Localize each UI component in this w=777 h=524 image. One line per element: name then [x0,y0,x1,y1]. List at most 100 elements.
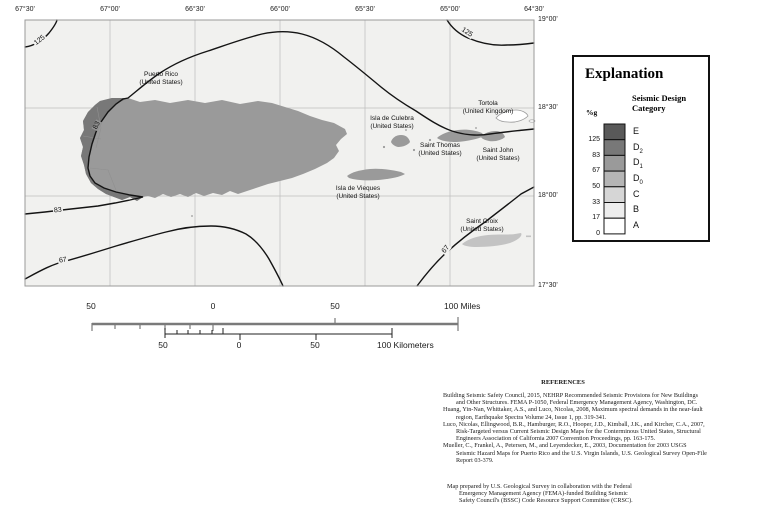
legend-color-ramp [603,123,626,235]
place-territory: (United States) [418,149,462,157]
credit-block: Map prepared by U.S. Geological Survey i… [447,483,633,505]
lon-label-6700: 67°00' [100,6,120,13]
place-label-vieques: Isla de Vieques (United States) [313,185,403,200]
km-label-50-left: 50 [158,340,168,350]
legend-value-17: 17 [592,214,600,221]
isla-de-culebra-shape [391,135,410,147]
reference-line: Building Seismic Safety Council, 2015, N… [443,392,698,399]
miles-label-100: 100 Miles [444,301,481,311]
reference-line: Report 03-379. [456,456,494,464]
reference-line: Mueller, C., Frankel, A., Petersen, M., … [443,442,687,450]
place-name: Saint John [482,147,514,154]
legend-value-33: 33 [592,198,600,206]
seismic-contours [24,19,535,287]
contour-67-southwest [24,225,284,287]
place-territory: (United Kingdom) [462,107,514,115]
lon-label-6730: 67°30' [15,6,35,13]
place-name: Saint Croix [466,218,498,225]
reference-line: and Other Structures. FEMA P-1050, Feder… [456,399,698,407]
reference-line: Luco, Nicolas, Ellingwood, B.R., Hamburg… [443,420,705,428]
legend-category-D1: D1 [633,157,643,170]
small-islets [191,127,477,217]
lon-label-6430: 64°30' [524,6,544,13]
legend-swatch-C [603,186,626,203]
miles-label-0: 0 [210,301,216,311]
place-label-saint-croix: Saint Croix (United States) [437,218,527,233]
legend-value-0: 0 [596,230,600,237]
place-label-saint-thomas: Saint Thomas (United States) [395,142,485,157]
lon-label-6500: 65°00' [440,6,460,13]
place-name: Saint Thomas [420,142,460,149]
contour-label-83-south: 83 [52,206,64,215]
lon-label-6600: 66°00' [270,6,290,13]
credit-line: Safety Council's (BSSC) Code Resource Su… [459,497,633,505]
map-frame [24,19,535,287]
legend-category-A: A [633,220,640,230]
legend-unit-label: %g [586,108,598,117]
legend-header-line1: Seismic Design [632,93,687,103]
legend-value-67: 67 [592,167,600,174]
references-block: Building Seismic Safety Council, 2015, N… [443,392,707,464]
km-label-50-right: 50 [310,340,320,350]
place-name: Puerto Rico [144,71,178,78]
miles-label-50-right: 50 [330,301,340,311]
credit-line: Emergency Management Agency (FEMA)-funde… [459,490,628,498]
lon-label-6530: 65°30' [355,6,375,13]
legend-category-B: B [633,204,640,214]
saint-croix-shape [462,233,522,247]
place-territory: (United States) [476,154,520,162]
reference-line: Risk-Targeted versus Current Seismic Des… [456,428,701,436]
contour-67-southeast [416,186,535,287]
legend-swatch-B [603,202,626,219]
puerto-rico-shape [80,98,347,201]
lon-label-6630: 66°30' [185,6,205,13]
place-name: Isla de Vieques [335,185,381,192]
place-name: Isla de Culebra [370,115,414,122]
legend-category-C: C [633,188,640,199]
saint-john-shape [481,131,505,142]
legend-swatch-E [603,123,626,141]
saint-thomas-shape [437,129,484,142]
place-label-puerto-rico: Puerto Rico (United States) [116,71,206,86]
reference-line: Seismic Hazard Maps for Puerto Rico and … [456,449,707,457]
contour-83 [24,31,535,215]
lat-label-1830: 18°30' [538,104,558,111]
place-label-tortola: Tortola (United Kingdom) [443,100,533,115]
municipal-boundaries [82,106,117,191]
place-label-culebra: Isla de Culebra (United States) [347,115,437,130]
contour-125-northeast [446,19,535,46]
legend-category-D0: D0 [633,173,643,186]
place-territory: (United States) [336,192,380,200]
place-territory: (United States) [370,122,414,130]
isla-de-vieques-shape [347,168,405,181]
miles-label-50-left: 50 [86,301,96,311]
km-label-0: 0 [236,340,242,350]
lat-label-1900: 19°00' [538,16,558,23]
credit-line: Map prepared by U.S. Geological Survey i… [447,483,632,490]
legend-value-125: 125 [588,136,600,143]
contour-125-northwest [24,19,58,48]
reference-line: Engineers Association of California 2007… [456,435,656,443]
place-territory: (United States) [139,78,183,86]
legend-value-50: 50 [592,183,600,190]
legend-swatch-D1 [603,154,626,172]
legend-column-header: Seismic Design Category [632,93,686,113]
reference-line: Huang, Yin-Nan, Whittaker, A.S., and Luc… [443,406,703,414]
legend-category-D2: D2 [633,141,643,155]
legend-value-83: 83 [592,151,600,159]
legend-explanation-box: Explanation Seismic Design Category %g 1… [572,55,710,242]
reference-line: region, Earthquake Spectra Volume 24, Is… [456,413,607,421]
place-territory: (United States) [460,225,504,233]
place-label-saint-john: Saint John (United States) [453,147,543,162]
place-name: Tortola [478,100,498,107]
legend-swatch-A [603,217,626,235]
km-label-100: 100 Kilometers [377,340,434,350]
lat-label-1730: 17°30' [538,282,558,289]
saint-croix-east-islet [526,235,531,238]
legend-title: Explanation [585,66,664,82]
kilometers-scalebar [164,328,393,340]
legend-swatch-D2 [603,139,626,156]
miles-scalebar [91,317,459,331]
